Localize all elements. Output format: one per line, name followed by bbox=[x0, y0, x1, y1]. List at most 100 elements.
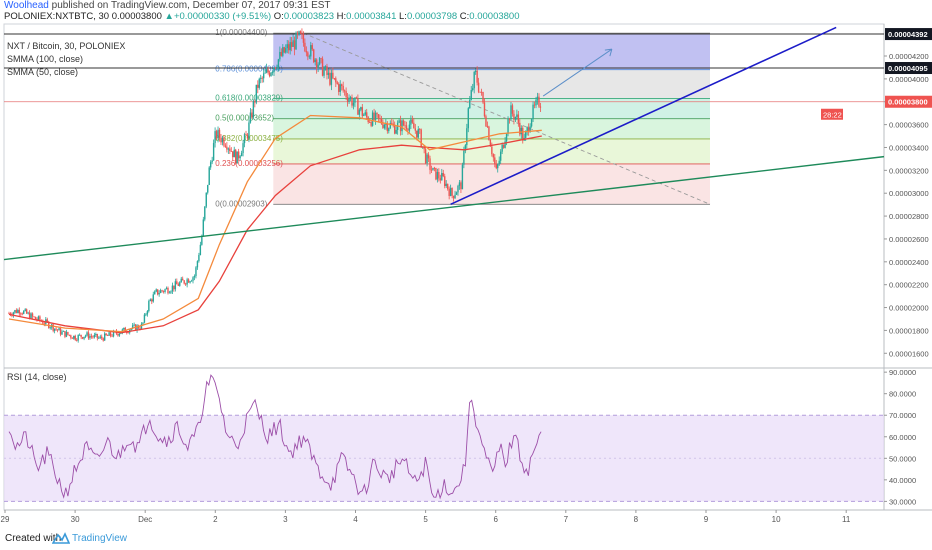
candle-body bbox=[37, 316, 40, 320]
candle-body bbox=[461, 164, 464, 190]
candle-body bbox=[360, 107, 362, 110]
candle-body bbox=[405, 125, 408, 130]
author-link[interactable]: Woolhead bbox=[4, 0, 49, 11]
candle-body bbox=[123, 327, 125, 330]
candle-body bbox=[205, 192, 207, 207]
candle-body bbox=[177, 284, 179, 286]
candle-body bbox=[317, 64, 319, 69]
fib-zone bbox=[273, 33, 710, 70]
candle-body bbox=[81, 337, 84, 339]
candle-body bbox=[28, 312, 31, 319]
candle-body bbox=[211, 160, 213, 163]
candle-body bbox=[419, 129, 421, 130]
candle-body bbox=[245, 134, 247, 136]
candle-body bbox=[126, 332, 128, 334]
candle-body bbox=[383, 124, 386, 128]
candle-body bbox=[12, 312, 15, 316]
candle-body bbox=[133, 324, 135, 326]
symbol-label: POLONIEX:NXTBTC, 30 bbox=[4, 11, 110, 22]
candle-body bbox=[395, 129, 397, 134]
candle-body bbox=[389, 122, 391, 129]
candle-body bbox=[321, 58, 324, 76]
candle-body bbox=[223, 137, 225, 146]
candle-body bbox=[473, 71, 475, 89]
candle-body bbox=[346, 97, 349, 102]
candle-body bbox=[227, 148, 230, 150]
candle-body bbox=[83, 336, 85, 339]
footer: Created with TradingView bbox=[0, 528, 932, 550]
candle-body bbox=[504, 141, 506, 148]
candle-body bbox=[326, 66, 328, 75]
candle-body bbox=[511, 105, 514, 114]
candle-body bbox=[336, 82, 338, 84]
rsi-band bbox=[4, 414, 884, 502]
candle-body bbox=[318, 58, 321, 65]
candle-body bbox=[242, 143, 244, 154]
countdown-label: 28:22 bbox=[823, 111, 842, 120]
candle-body bbox=[536, 96, 539, 100]
candle-body bbox=[485, 116, 487, 127]
candle-body bbox=[449, 187, 452, 196]
open-label: O: bbox=[273, 11, 284, 22]
candle-body bbox=[130, 328, 132, 331]
candle-body bbox=[108, 332, 110, 336]
tradingview-brand[interactable]: TradingView bbox=[72, 533, 128, 544]
candle-body bbox=[267, 69, 269, 73]
candle-body bbox=[180, 278, 182, 283]
candle-body bbox=[399, 120, 402, 132]
candle-body bbox=[64, 330, 66, 337]
candle-body bbox=[196, 261, 199, 268]
candle-body bbox=[377, 114, 380, 119]
trend-lines[interactable] bbox=[3, 26, 885, 261]
candle-body bbox=[229, 148, 231, 152]
price-tick-label: 0.00001800 bbox=[889, 326, 929, 335]
candle-body bbox=[393, 124, 396, 134]
candle-body bbox=[454, 194, 456, 199]
candle-body bbox=[345, 91, 347, 98]
candle-body bbox=[373, 112, 375, 120]
candle-body bbox=[251, 112, 253, 118]
candle-body bbox=[352, 102, 355, 106]
candle-body bbox=[497, 164, 499, 169]
candle-body bbox=[184, 283, 187, 285]
smma-lines bbox=[8, 114, 542, 334]
candle-body bbox=[398, 120, 400, 123]
candle-body bbox=[77, 335, 79, 341]
candle-body bbox=[217, 129, 219, 139]
ohlc-line: POLONIEX:NXTBTC, 30 0.00003800 ▲+0.00000… bbox=[4, 11, 520, 22]
candle-body bbox=[255, 84, 258, 103]
badge-last-price: 0.00003800 bbox=[888, 98, 928, 107]
candle-body bbox=[407, 129, 409, 131]
fibonacci-retracement[interactable]: 1(0.00004400) 0.786(0.00004080) 0.618(0.00… bbox=[215, 28, 711, 208]
candle-body bbox=[323, 69, 325, 76]
candle-body bbox=[209, 162, 212, 168]
badge-last-price-bg bbox=[885, 95, 932, 108]
candle-body bbox=[290, 42, 293, 47]
candle-body bbox=[167, 287, 169, 294]
fib-zone bbox=[273, 118, 710, 139]
price-tick-label: 0.00004000 bbox=[889, 75, 929, 84]
candle-body bbox=[386, 123, 389, 132]
candle-body bbox=[190, 280, 193, 282]
price-chart[interactable]: 1(0.00004400) 0.786(0.00004080) 0.618(0.00… bbox=[0, 22, 932, 528]
badge-level-b-bg bbox=[885, 62, 932, 75]
candle-body bbox=[86, 332, 88, 336]
fib-level-label: 0.618(0.00003829) bbox=[215, 93, 283, 102]
projection-arrow-line bbox=[542, 48, 613, 97]
candle-body bbox=[452, 195, 455, 199]
candle-body bbox=[414, 128, 416, 131]
horizontal-lines[interactable] bbox=[4, 33, 884, 103]
candle-body bbox=[293, 40, 296, 50]
candle-body bbox=[276, 68, 278, 69]
candle-body bbox=[277, 59, 280, 69]
candle-body bbox=[516, 114, 518, 118]
tradingview-logo-icon[interactable] bbox=[52, 531, 70, 545]
up-triangle-icon: ▲ bbox=[164, 11, 174, 22]
candle-body bbox=[187, 279, 190, 283]
candle-body bbox=[314, 59, 316, 63]
candle-body bbox=[432, 167, 434, 171]
candle-body bbox=[15, 310, 18, 313]
candle-body bbox=[76, 339, 78, 341]
time-tick-label: 4 bbox=[353, 515, 358, 524]
candle-body bbox=[87, 332, 90, 339]
